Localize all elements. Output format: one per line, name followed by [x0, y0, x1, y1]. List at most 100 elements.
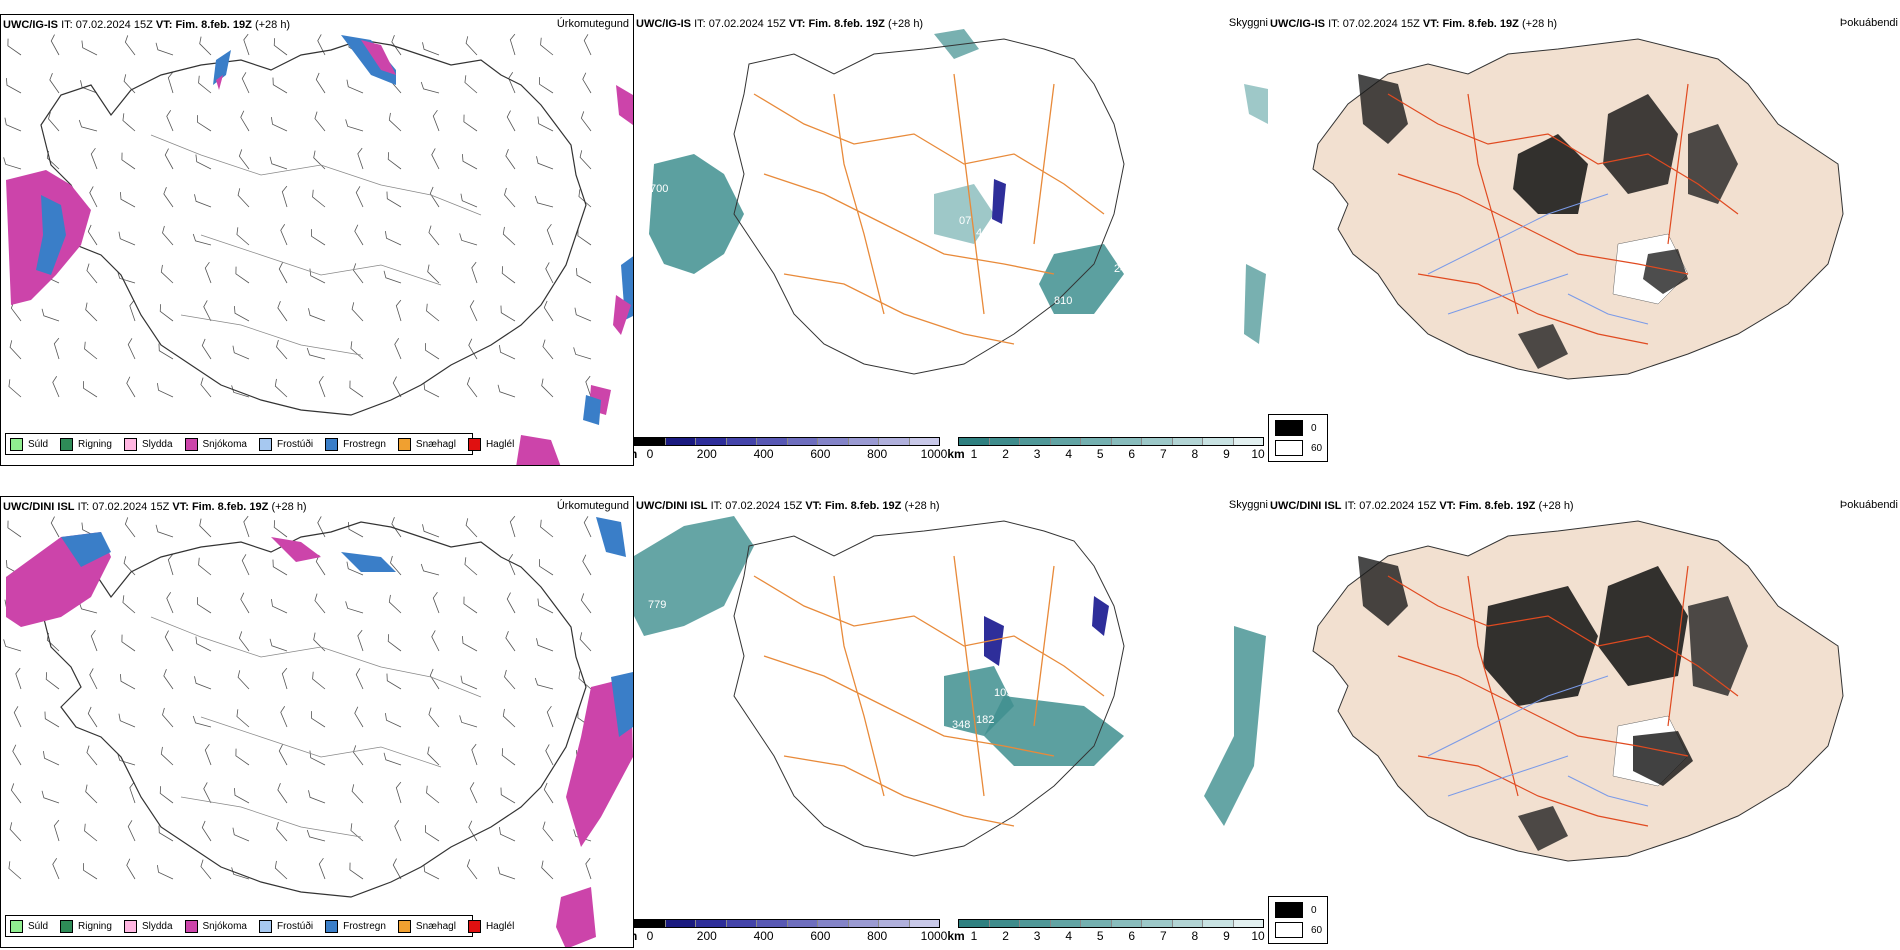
- wind-barb: [580, 593, 592, 614]
- fog-panel-row2: UWC/DINI ISL IT: 07.02.2024 15Z VT: Fim.…: [1268, 496, 1900, 948]
- wind-barb: [311, 711, 326, 728]
- vis-km-colorbar: km 1 2 3 4 5 6 7 8 9 10: [947, 919, 1265, 943]
- wind-barb: [86, 745, 98, 766]
- colorbar-unit: m: [634, 447, 637, 461]
- legend-item: Slydda: [123, 437, 173, 451]
- wind-barb: [585, 375, 592, 398]
- colorbar-cell: [1081, 920, 1112, 927]
- wind-barb: [463, 596, 478, 614]
- wind-barb: [423, 382, 440, 398]
- wind-barb: [471, 261, 478, 284]
- wind-barb: [428, 707, 440, 728]
- colorbar-tick: 10: [1251, 929, 1265, 943]
- wind-barb: [157, 865, 174, 880]
- wind-barb: [235, 748, 250, 766]
- wind-barb: [280, 224, 288, 246]
- vis-label: 810: [1054, 295, 1072, 307]
- legend-swatch: [397, 437, 411, 451]
- wind-barb: [195, 154, 212, 170]
- fog-legend-swatch: [1275, 922, 1303, 938]
- wind-barb: [192, 715, 212, 728]
- colorbar-cell: [1050, 438, 1081, 445]
- legend-item: Frostregn: [325, 919, 386, 933]
- wind-barb: [277, 783, 288, 804]
- colorbar-cell: [989, 920, 1020, 927]
- vis-panel-row1: UWC/IG-IS IT: 07.02.2024 15Z VT: Fim. 8.…: [634, 14, 1268, 466]
- wind-barb: [534, 677, 554, 690]
- wind-barb: [576, 268, 592, 284]
- colorbar-cell: [1172, 438, 1203, 445]
- wind-barb: [583, 34, 592, 56]
- wind-barb: [204, 261, 212, 284]
- wind-barb: [536, 156, 554, 170]
- wind-barb: [385, 713, 402, 728]
- colorbar-tick: 400: [753, 447, 774, 461]
- wind-barb: [278, 262, 288, 284]
- colorbar-tick: 5: [1096, 929, 1104, 943]
- wind-barb: [43, 751, 60, 766]
- wind-barb: [465, 36, 478, 56]
- colorbar-cell: [1233, 438, 1263, 445]
- wind-barb: [463, 114, 478, 132]
- wind-barb: [422, 42, 440, 56]
- wind-barb: [541, 378, 554, 398]
- wind-barb: [85, 784, 98, 804]
- wind-barb: [121, 152, 136, 170]
- wind-barb: [426, 785, 440, 804]
- wind-barb: [392, 376, 402, 398]
- precip-map: [3, 515, 633, 947]
- legend-label: Slydda: [141, 920, 173, 932]
- wind-barb: [308, 308, 326, 322]
- colorbar-tick: 9: [1223, 447, 1230, 461]
- legend-label: Rigning: [78, 920, 112, 932]
- colorbar-tick: 200: [696, 447, 717, 461]
- wind-barb: [536, 638, 554, 652]
- colorbar-cell: [879, 920, 910, 927]
- wind-barb: [52, 858, 60, 880]
- colorbar-cell: [635, 920, 666, 927]
- wind-barb: [388, 112, 402, 132]
- wind-barb: [4, 117, 22, 132]
- wind-barb: [159, 786, 174, 804]
- wind-barb: [505, 631, 516, 652]
- wind-barb: [83, 863, 98, 880]
- wind-barb: [318, 857, 326, 880]
- wind-barb: [200, 377, 212, 398]
- colorbar-tick: 8: [1191, 447, 1199, 461]
- wind-barb: [541, 860, 554, 880]
- legend-label: Haglél: [485, 438, 515, 450]
- visibility-map: 779 109 182 348 41: [634, 516, 1266, 857]
- wind-barb: [7, 520, 22, 538]
- wind-barb: [354, 706, 364, 728]
- wind-barb: [309, 268, 326, 284]
- colorbar-cell: [787, 438, 818, 445]
- wind-barb: [351, 784, 364, 804]
- wind-barb: [281, 667, 288, 690]
- wind-barb: [431, 148, 440, 170]
- fog-legend-item: 60: [1275, 440, 1322, 456]
- wind-barb: [162, 225, 174, 246]
- colorbar-cell: [959, 438, 990, 445]
- wind-barb: [164, 148, 174, 170]
- colorbar-cell: [989, 438, 1020, 445]
- wind-barb: [345, 119, 364, 132]
- wind-barb: [497, 384, 516, 398]
- legend-label: Haglél: [485, 920, 515, 932]
- legend-item: Frostúði: [258, 437, 313, 451]
- vis-m-colorbar: m0 200 400 600 800 1000: [634, 919, 947, 943]
- wind-barb: [546, 223, 554, 246]
- wind-barb: [427, 746, 440, 766]
- fog-legend-item: 60: [1275, 922, 1322, 938]
- wind-barb: [164, 630, 174, 652]
- vis-label: 44: [976, 227, 988, 239]
- colorbar-tick: 8: [1191, 929, 1199, 943]
- wind-barb: [427, 264, 440, 284]
- wind-barb: [272, 77, 288, 94]
- wind-barb: [8, 861, 22, 880]
- wind-barb: [505, 149, 516, 170]
- wind-barb: [273, 38, 288, 56]
- wind-barb: [194, 194, 212, 208]
- wind-barb: [155, 524, 174, 538]
- wind-barb: [345, 601, 364, 614]
- vis-label: 109: [994, 687, 1012, 699]
